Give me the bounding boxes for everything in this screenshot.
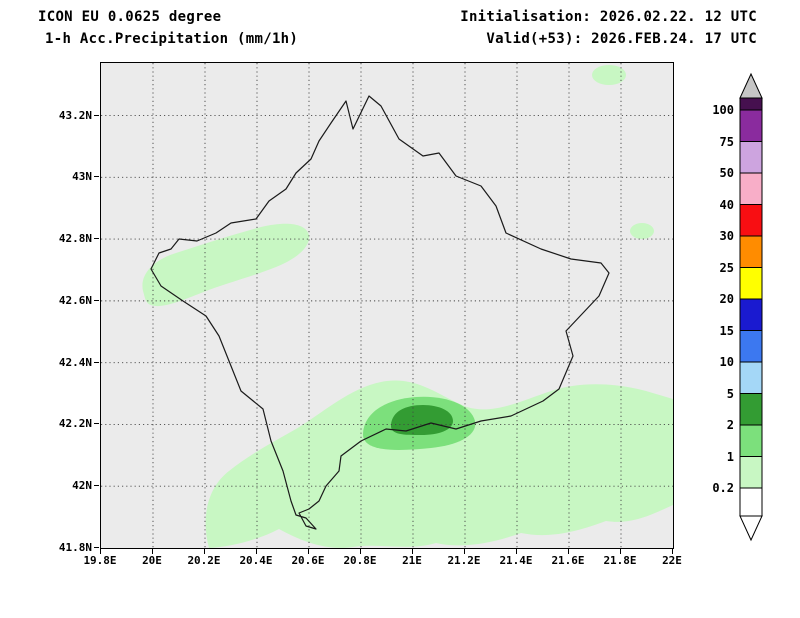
- colorbar-boundary-label: 2: [726, 418, 734, 432]
- precip-west-blob: [142, 223, 310, 307]
- colorbar-segment: [739, 298, 763, 331]
- y-tick-label: 43N: [72, 170, 92, 184]
- x-tick-label: 20.8E: [343, 554, 377, 567]
- y-tick-mark: [94, 485, 99, 487]
- x-tick-label: 21E: [402, 554, 422, 567]
- colorbar-segment: [739, 97, 763, 111]
- x-tick-mark: [412, 549, 413, 554]
- kosovo-border: [150, 95, 610, 530]
- colorbar-boundary-label: 1: [726, 449, 734, 464]
- y-tick-label: 42.4N: [58, 355, 92, 369]
- x-tick-label: 20.6E: [291, 554, 325, 567]
- colorbar-boundary-label: 20: [719, 292, 734, 306]
- colorbar-segment: [739, 109, 763, 142]
- graticule: [101, 63, 673, 548]
- colorbar-boundary-label: 5: [726, 386, 734, 401]
- x-tick-mark: [100, 549, 101, 554]
- y-tick-mark: [94, 299, 99, 301]
- map-plot-area: [100, 62, 674, 549]
- precip-east-spot: [630, 223, 654, 239]
- colorbar-boundary-label: 40: [719, 197, 734, 212]
- colorbar-boundary-label: 75: [719, 134, 734, 149]
- y-tick-mark: [94, 114, 99, 116]
- colorbar-segment: [739, 487, 763, 517]
- x-tick-label: 19.8E: [83, 554, 117, 567]
- x-tick-mark: [204, 549, 205, 554]
- valid-time: Valid(+53): 2026.FEB.24. 17 UTC: [486, 31, 757, 47]
- initialisation-time: Initialisation: 2026.02.22. 12 UTC: [460, 9, 757, 25]
- x-tick-mark: [620, 549, 621, 554]
- y-tick-label: 41.8N: [58, 541, 92, 554]
- precip-northeast-edge-spot: [592, 65, 626, 85]
- x-tick-label: 22E: [662, 554, 682, 567]
- colorbar-boundary-label: 25: [719, 260, 734, 275]
- x-tick-mark: [464, 549, 465, 554]
- colorbar-boundary-label: 0.2: [712, 481, 734, 495]
- y-tick-mark: [94, 423, 99, 425]
- x-tick-mark: [256, 549, 257, 554]
- x-tick-label: 21.8E: [603, 554, 637, 567]
- x-tick-mark: [152, 549, 153, 554]
- x-tick-label: 21.2E: [447, 554, 481, 567]
- colorbar-segment: [739, 330, 763, 363]
- colorbar-boundary-label: 30: [719, 229, 734, 243]
- x-tick-label: 21.6E: [551, 554, 585, 567]
- precipitation-map: [101, 63, 673, 548]
- y-tick-label: 42N: [72, 479, 92, 493]
- y-tick-label: 42.6N: [58, 293, 92, 307]
- colorbar-segment: [739, 204, 763, 237]
- x-tick-label: 20.2E: [187, 554, 221, 567]
- colorbar-boundary-label: 100: [712, 103, 734, 117]
- precip-southern-band: [205, 380, 673, 548]
- y-tick-mark: [94, 176, 99, 178]
- y-tick-mark: [94, 238, 99, 240]
- colorbar-segment: [739, 267, 763, 300]
- x-tick-mark: [516, 549, 517, 554]
- colorbar-over-arrow: [739, 72, 763, 99]
- x-tick-mark: [568, 549, 569, 554]
- header-right: Initialisation: 2026.02.22. 12 UTC Valid…: [460, 6, 757, 50]
- colorbar-boundary-label: 50: [719, 166, 734, 180]
- x-tick-mark: [308, 549, 309, 554]
- colorbar-segment: [739, 172, 763, 205]
- colorbar-segment: [739, 424, 763, 457]
- model-title: ICON EU 0.0625 degree: [38, 9, 222, 25]
- x-tick-label: 20E: [142, 554, 162, 567]
- precip-central-core: [390, 405, 453, 435]
- colorbar-segment: [739, 235, 763, 268]
- y-tick-mark: [94, 547, 99, 548]
- y-tick-label: 43.2N: [58, 108, 92, 122]
- y-tick-label: 42.8N: [58, 232, 92, 246]
- x-tick-label: 21.4E: [499, 554, 533, 567]
- colorbar-under-arrow: [739, 515, 763, 542]
- precipitation-shading: [142, 65, 673, 548]
- colorbar-boundary-label: 15: [719, 323, 734, 338]
- colorbar: [739, 72, 763, 542]
- colorbar-segment: [739, 141, 763, 174]
- x-tick-label: 20.4E: [239, 554, 273, 567]
- y-tick-label: 42.2N: [58, 417, 92, 431]
- x-tick-mark: [360, 549, 361, 554]
- colorbar-segment: [739, 393, 763, 426]
- y-tick-mark: [94, 361, 99, 363]
- colorbar-segment: [739, 361, 763, 394]
- x-tick-mark: [672, 549, 673, 554]
- product-title: 1-h Acc.Precipitation (mm/1h): [45, 31, 299, 47]
- header-left: ICON EU 0.0625 degree 1-h Acc.Precipitat…: [38, 6, 298, 50]
- colorbar-boundary-label: 10: [719, 355, 734, 369]
- colorbar-segment: [739, 456, 763, 489]
